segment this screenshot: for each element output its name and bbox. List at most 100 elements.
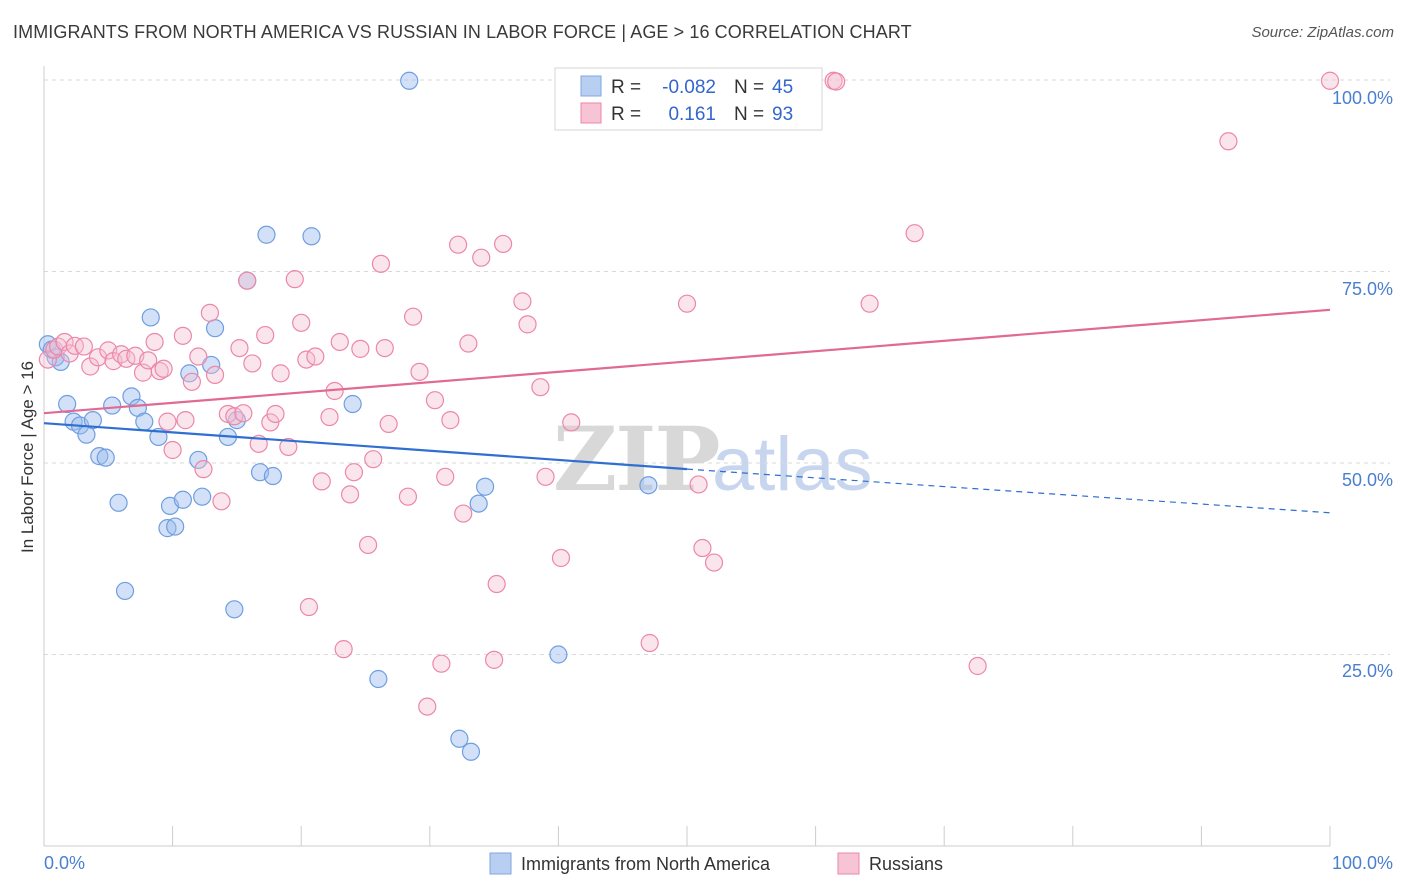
point-immigrants [83,411,102,430]
stats-r-value-blue: -0.082 [662,77,716,98]
watermark-atlas: atlas [712,422,873,507]
y-tick-75: 75.0% [1342,279,1393,299]
point-russians [88,348,108,367]
x-tick-0: 0.0% [44,853,85,873]
point-russians [968,656,987,676]
point-russians [551,548,571,568]
trend-line-immigrants [43,422,688,471]
point-russians [243,354,262,373]
stats-n-label-blue: N = [734,77,764,98]
point-russians [334,640,353,659]
point-immigrants [343,394,362,414]
point-russians [351,339,370,358]
point-russians [320,407,339,427]
series-russians-points [38,71,1340,716]
point-immigrants [135,412,154,431]
point-russians [1219,132,1238,151]
point-russians [200,303,219,322]
point-russians [182,372,201,391]
point-russians [371,254,391,273]
trend-line-russians [43,308,1331,415]
point-immigrants [257,225,276,244]
legend-label-blue: Immigrants from North America [521,854,771,874]
point-russians [379,414,398,434]
point-immigrants [166,517,185,536]
point-russians [299,597,319,617]
point-russians [230,339,249,358]
point-immigrants [115,581,135,601]
point-russians [375,339,394,358]
point-russians [55,332,74,352]
point-russians [494,234,513,254]
point-russians [513,292,532,311]
stats-r-value-pink: 0.161 [668,104,716,125]
point-russians [425,391,445,410]
point-russians [154,359,173,378]
point-russians [271,364,290,383]
point-russians [487,574,506,594]
point-russians [689,475,708,494]
point-immigrants [469,494,488,513]
point-immigrants [158,519,177,538]
point-russians [163,440,182,460]
point-russians [266,404,285,424]
point-russians [139,351,158,370]
point-immigrants [639,476,658,495]
point-immigrants [90,447,109,466]
point-russians [677,294,697,313]
trend-lines [43,308,1331,514]
point-russians [485,650,504,669]
point-russians [436,467,455,486]
stats-n-label-pink: N = [734,104,764,125]
point-immigrants [109,493,128,512]
legend-label-pink: Russians [869,854,943,874]
point-immigrants [202,355,221,375]
y-tick-100: 100.0% [1332,88,1393,108]
axes [43,66,1331,847]
point-russians [292,313,311,332]
point-russians [145,332,164,352]
point-russians [410,362,429,381]
point-immigrants [450,729,469,748]
point-russians [459,334,478,353]
point-immigrants [225,600,244,619]
point-russians [536,467,555,486]
point-russians [306,347,325,366]
point-immigrants [58,394,77,414]
point-russians [640,633,659,653]
point-immigrants [475,477,495,496]
point-russians [238,271,257,290]
point-russians [441,411,460,430]
y-tick-25: 25.0% [1342,661,1393,681]
point-russians [173,326,192,345]
point-russians [285,270,304,289]
point-immigrants [205,319,225,338]
point-russians [74,337,93,356]
point-russians [38,350,57,369]
y-tick-50: 50.0% [1342,470,1393,490]
point-russians [827,72,846,91]
chart-title: IMMIGRANTS FROM NORTH AMERICA VS RUSSIAN… [13,22,912,42]
point-russians [81,357,100,376]
point-russians [432,654,451,673]
point-immigrants [122,387,141,406]
point-immigrants [369,669,388,689]
y-tick-labels: 100.0% 75.0% 50.0% 25.0% [1332,88,1393,681]
point-russians [454,504,473,523]
watermark-zip: ZIP [553,407,719,511]
stats-n-value-pink: 93 [772,104,793,125]
stats-n-value-blue: 45 [772,77,793,98]
point-russians [398,487,418,506]
point-immigrants [549,645,568,664]
point-immigrants [263,466,283,486]
point-immigrants [400,71,419,90]
point-russians [330,332,349,352]
point-russians [418,697,437,716]
x-tick-100: 100.0% [1332,853,1393,873]
point-russians [562,413,581,432]
point-russians [212,492,231,511]
point-russians [234,404,253,423]
stats-swatch-pink [580,102,602,124]
stats-r-label-pink: R = [611,104,641,125]
